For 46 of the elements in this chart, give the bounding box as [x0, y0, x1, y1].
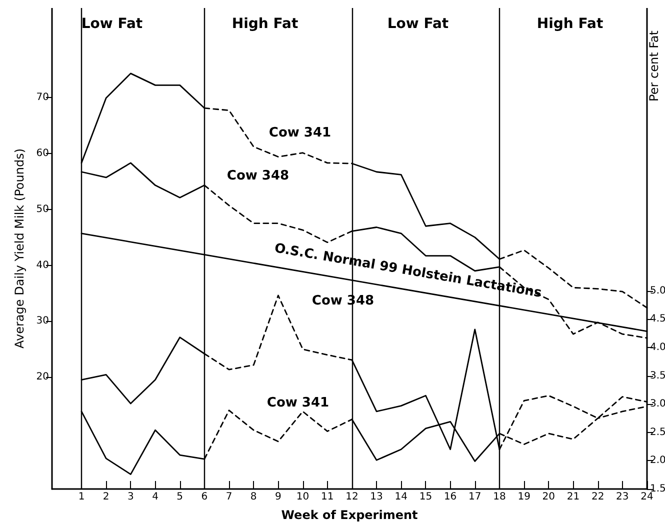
x-tick-label: 1	[78, 492, 85, 502]
x-tick-label: 5	[176, 492, 184, 502]
y2-axis-title: Per cent Fat	[647, 30, 661, 102]
y2-tick-label: 2.5	[650, 426, 665, 438]
x-tick-label: 9	[275, 492, 282, 502]
x-tick-label: 14	[394, 492, 408, 502]
annotation: Cow 341	[268, 126, 332, 140]
annotation: Low Fat	[81, 16, 143, 32]
x-tick-label: 6	[201, 492, 208, 502]
y-tick-label: 70	[36, 92, 49, 103]
y-tick-label: 40	[36, 260, 49, 271]
x-tick-label: 12	[346, 492, 358, 502]
y-axis-title: Average Daily Yield Milk (Pounds)	[12, 148, 26, 349]
annotation: High Fat	[232, 16, 298, 32]
x-tick-label: 2	[102, 492, 110, 502]
annotation: Cow 348	[226, 168, 290, 184]
x-tick-label: 17	[468, 492, 482, 502]
y2-tick-label: 4.5	[650, 314, 665, 325]
x-tick-label: 18	[493, 492, 506, 502]
annotation: High Fat	[536, 16, 604, 32]
x-tick-label: 10	[296, 492, 310, 502]
y-tick-label: 20	[36, 372, 49, 383]
x-tick-label: 22	[591, 492, 604, 502]
x-tick-label: 20	[542, 492, 556, 502]
x-tick-label: 11	[321, 492, 334, 502]
x-tick-label: 19	[518, 492, 530, 502]
y-tick-label: 50	[36, 204, 49, 215]
x-tick-label: 23	[616, 492, 629, 502]
annotation: Cow 341	[266, 396, 330, 410]
y-tick-label: 30	[36, 316, 49, 327]
x-tick-label: 8	[250, 492, 257, 502]
x-axis-title: Week of Experiment	[281, 508, 418, 522]
y-tick-label: 60	[36, 148, 49, 159]
y2-tick-label: 5.0	[650, 285, 665, 296]
x-tick-label: 4	[152, 492, 158, 502]
x-tick-label: 15	[419, 492, 432, 502]
y2-tick-label: 2.0	[650, 455, 665, 466]
x-tick-label: 24	[640, 492, 654, 502]
y2-tick-label: 3.0	[650, 398, 665, 410]
x-tick-label: 21	[566, 492, 580, 502]
x-tick-label: 3	[127, 492, 134, 502]
x-tick-label: 7	[226, 492, 232, 502]
annotation: Low Fat	[387, 16, 449, 32]
x-tick-label: 16	[444, 492, 457, 502]
x-tick-label: 13	[370, 492, 383, 502]
y2-tick-label: 3.5	[650, 370, 665, 382]
